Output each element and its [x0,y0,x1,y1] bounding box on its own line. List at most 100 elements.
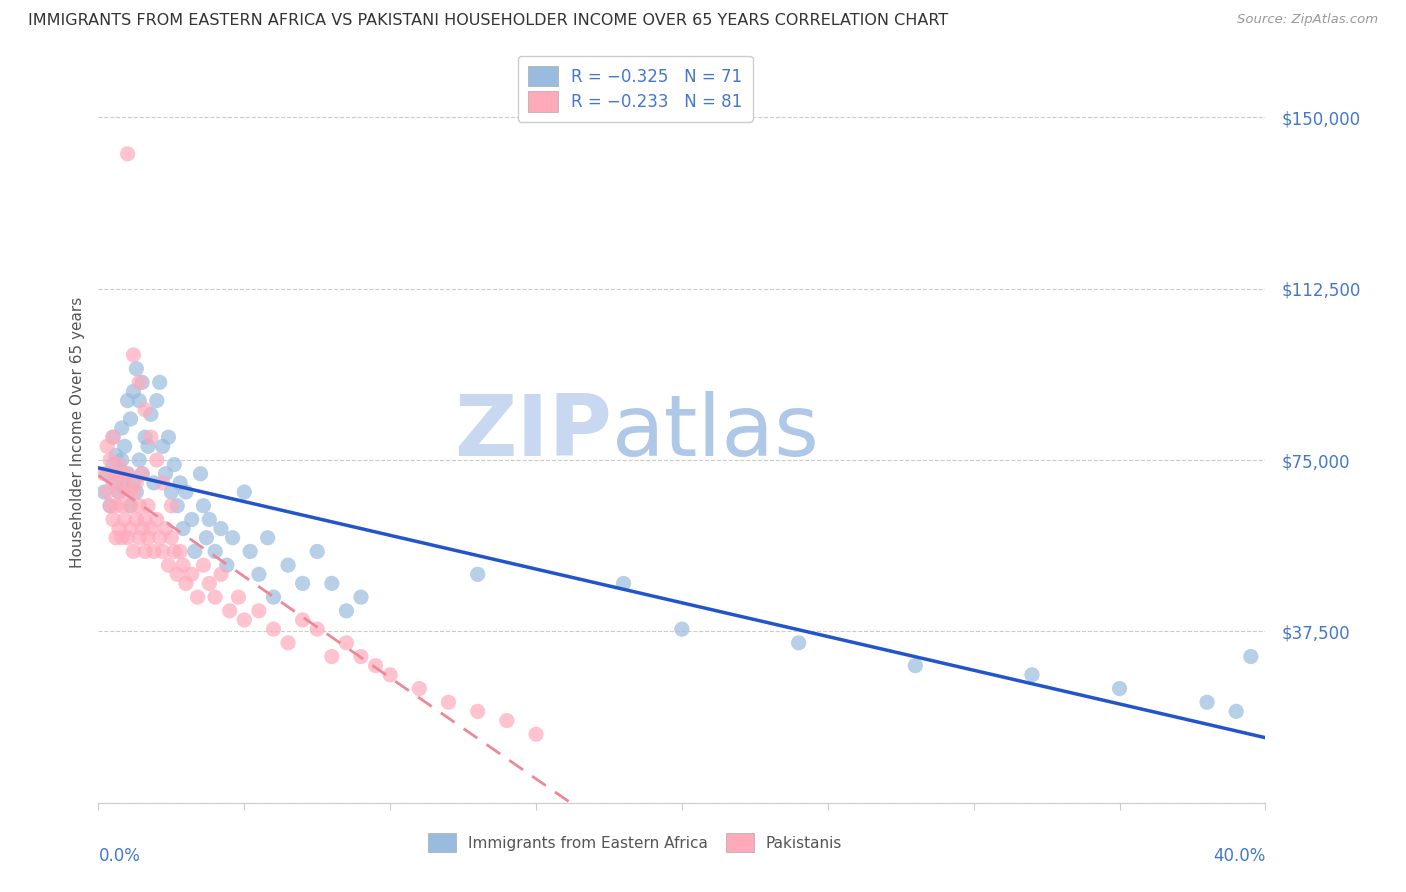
Point [321,649,343,664]
Point [142,475,165,490]
Point [114,512,136,526]
Point [195,531,218,545]
Point [291,613,314,627]
Point [142,544,165,558]
Point [139,522,162,536]
Point [166,499,188,513]
Point [120,412,142,426]
Point [98,453,121,467]
Point [904,658,927,673]
Point [291,576,314,591]
Point [149,376,172,390]
Point [204,590,226,604]
Point [350,590,373,604]
Point [131,467,153,481]
Point [125,512,148,526]
Point [247,604,270,618]
Point [157,558,180,573]
Point [104,449,127,463]
Point [134,512,156,526]
Point [671,622,693,636]
Point [166,567,188,582]
Point [134,544,156,558]
Point [96,485,118,500]
Point [108,485,131,500]
Point [307,622,329,636]
Point [152,439,174,453]
Point [209,567,232,582]
Point [111,421,134,435]
Point [125,485,148,500]
Point [163,544,186,558]
Point [262,622,284,636]
Point [117,531,139,545]
Point [262,590,284,604]
Point [98,499,121,513]
Point [149,531,172,545]
Point [139,430,162,444]
Point [101,458,124,472]
Point [104,467,127,481]
Point [120,522,142,536]
Point [169,475,191,490]
Point [198,512,221,526]
Text: IMMIGRANTS FROM EASTERN AFRICA VS PAKISTANI HOUSEHOLDER INCOME OVER 65 YEARS COR: IMMIGRANTS FROM EASTERN AFRICA VS PAKIST… [28,13,949,29]
Point [233,613,256,627]
Point [114,439,136,453]
Text: atlas: atlas [612,391,820,475]
Point [408,681,430,696]
Point [163,458,186,472]
Point [174,485,197,500]
Point [139,408,162,422]
Point [134,430,156,444]
Point [108,485,131,500]
Point [104,499,127,513]
Point [128,499,150,513]
Point [128,393,150,408]
Point [209,522,232,536]
Point [160,485,183,500]
Point [146,453,169,467]
Point [1195,695,1218,709]
Point [122,348,145,362]
Point [93,467,115,481]
Point [104,475,127,490]
Point [467,705,489,719]
Point [152,544,174,558]
Point [174,576,197,591]
Point [98,499,121,513]
Point [155,522,177,536]
Point [101,475,124,490]
Point [612,576,634,591]
Point [787,636,810,650]
Point [190,467,212,481]
Point [117,393,139,408]
Point [160,531,183,545]
Point [114,480,136,494]
Point [172,522,194,536]
Point [307,544,329,558]
Point [204,544,226,558]
Point [122,384,145,399]
Point [120,499,142,513]
Point [215,558,238,573]
Point [193,499,215,513]
Point [187,590,209,604]
Point [96,439,118,453]
Point [117,467,139,481]
Text: Source: ZipAtlas.com: Source: ZipAtlas.com [1237,13,1378,27]
Point [218,604,240,618]
Point [117,485,139,500]
Point [108,462,131,476]
Point [157,430,180,444]
Point [104,531,127,545]
Point [169,544,191,558]
Point [180,512,202,526]
Text: 0.0%: 0.0% [98,847,141,865]
Point [108,458,131,472]
Point [160,499,183,513]
Point [131,376,153,390]
Point [155,467,177,481]
Y-axis label: Householder Income Over 65 years: Householder Income Over 65 years [69,297,84,568]
Point [128,531,150,545]
